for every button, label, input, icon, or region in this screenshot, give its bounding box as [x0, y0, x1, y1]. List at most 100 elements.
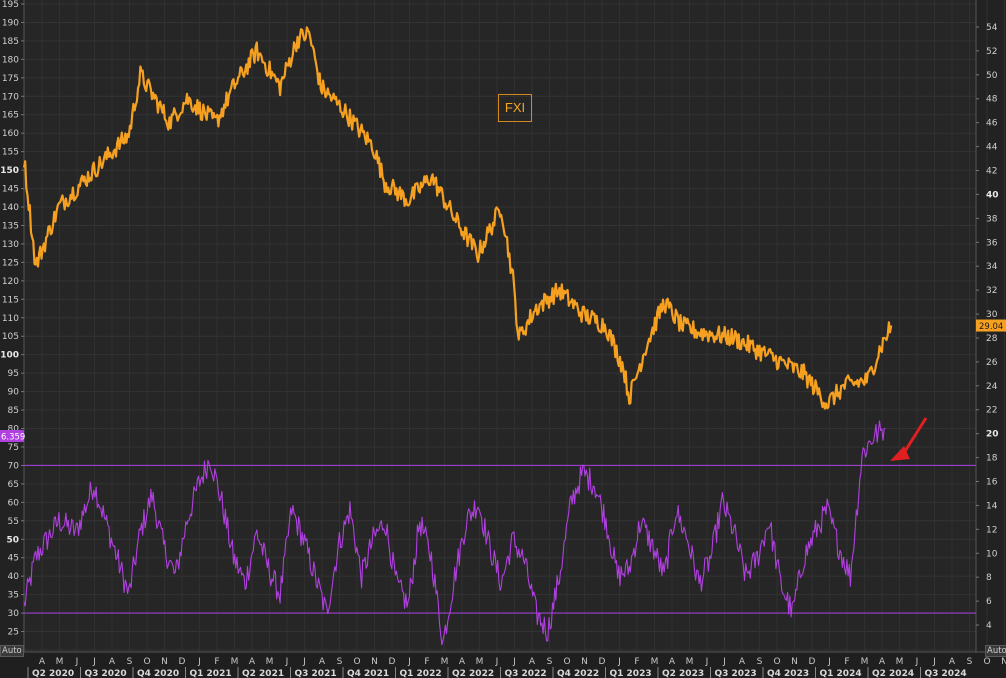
left-tick-label: 130: [2, 240, 19, 250]
left-tick-label: 150: [0, 166, 19, 176]
right-tick-label: 12: [986, 525, 997, 535]
month-label: S: [757, 657, 763, 667]
month-label: J: [915, 657, 919, 667]
month-label: J: [285, 657, 289, 667]
quarter-label: Q4 2022: [557, 669, 599, 678]
left-tick-label: 95: [8, 369, 19, 379]
left-tick-label: 135: [2, 221, 19, 231]
last-price-tag: 29.04: [979, 322, 1003, 332]
right-tick-label: 22: [986, 406, 997, 416]
left-tick-label: 160: [2, 129, 19, 139]
month-label: A: [949, 657, 956, 667]
month-label: N: [371, 657, 378, 667]
quarter-label: Q1 2021: [190, 669, 232, 678]
month-label: J: [92, 657, 96, 667]
left-tick-label: 190: [2, 18, 19, 28]
month-label: F: [214, 657, 219, 667]
left-axis: 2025303540455055606570758085909510010511…: [0, 0, 25, 656]
month-label: J: [617, 657, 621, 667]
fxi-series: [22, 26, 893, 410]
right-tick-label: 52: [986, 47, 997, 57]
right-tick-label: 4: [986, 621, 992, 631]
left-tick-label: 80: [8, 425, 20, 435]
month-label: A: [319, 657, 326, 667]
auto-scale-left-button[interactable]: Auto: [0, 645, 24, 657]
indicator-tag-bg: [0, 430, 24, 442]
right-tick-label: 54: [986, 23, 998, 33]
FXI-line: [22, 26, 893, 410]
month-label: M: [476, 657, 484, 667]
right-tick-label: 20: [986, 430, 999, 440]
left-tick-label: 170: [2, 92, 19, 102]
indicator-series: [23, 420, 886, 646]
month-label: A: [249, 657, 256, 667]
month-label: A: [109, 657, 116, 667]
left-tick-label: 75: [8, 443, 19, 453]
left-tick-label: 60: [8, 498, 20, 508]
month-label: J: [705, 657, 709, 667]
right-tick-label: 8: [986, 573, 992, 583]
right-tick-label: 10: [986, 549, 998, 559]
month-label: J: [75, 657, 79, 667]
quarter-label: Q3 2020: [85, 669, 127, 678]
month-label: J: [197, 657, 201, 667]
last-price-tag-bg: [976, 319, 1006, 332]
right-tick-label: 14: [986, 501, 998, 511]
month-label: O: [143, 657, 150, 667]
month-label: J: [407, 657, 411, 667]
month-label: J: [722, 657, 726, 667]
month-label: N: [161, 657, 168, 667]
month-label: A: [739, 657, 746, 667]
month-label: S: [127, 657, 133, 667]
right-tick-label: 6: [986, 597, 992, 607]
month-label: J: [827, 657, 831, 667]
legend-fxi[interactable]: FXI: [498, 94, 532, 122]
left-tick-label: 145: [2, 185, 19, 195]
quarter-label: Q2 2020: [32, 669, 74, 678]
right-axis: 4681012141618202224262830323436384042444…: [975, 0, 999, 652]
right-tick-label: 26: [986, 358, 998, 368]
quarter-label: Q4 2021: [347, 669, 389, 678]
month-label: D: [389, 657, 396, 667]
left-tick-label: 125: [2, 258, 19, 268]
left-tick-label: 180: [2, 55, 19, 65]
right-tick-label: 24: [986, 382, 998, 392]
left-tick-label: 175: [2, 74, 19, 84]
quarter-label: Q2 2022: [452, 669, 494, 678]
quarter-label: Q4 2023: [767, 669, 809, 678]
right-tick-label: 18: [986, 454, 998, 464]
indicator-tag: 6.359: [1, 433, 25, 443]
quarter-label: Q1 2023: [610, 669, 652, 678]
right-tick-label: 32: [986, 286, 997, 296]
month-label: N: [1001, 657, 1006, 667]
month-label: J: [302, 657, 306, 667]
arrow-shaft: [900, 417, 928, 457]
left-tick-label: 40: [8, 572, 20, 582]
month-label: D: [179, 657, 186, 667]
left-tick-label: 45: [8, 554, 19, 564]
left-tick-label: 90: [8, 388, 20, 398]
quarter-label: Q1 2022: [400, 669, 442, 678]
left-tick-label: 105: [2, 332, 19, 342]
month-label: M: [651, 657, 659, 667]
month-label: N: [581, 657, 588, 667]
month-label: O: [353, 657, 360, 667]
quarter-label: Q2 2021: [242, 669, 284, 678]
quarter-label: Q1 2024: [820, 669, 862, 678]
right-tick-label: 50: [986, 71, 998, 81]
quarter-label: Q3 2024: [925, 669, 967, 678]
month-label: N: [791, 657, 798, 667]
month-label: M: [266, 657, 274, 667]
left-tick-label: 100: [0, 351, 19, 361]
right-tick-label: 38: [986, 214, 998, 224]
quarter-label: Q3 2023: [715, 669, 757, 678]
month-label: J: [932, 657, 936, 667]
right-tick-label: 28: [986, 334, 998, 344]
auto-scale-right-button[interactable]: Auto: [985, 645, 1006, 657]
left-tick-label: 25: [8, 628, 19, 638]
left-tick-label: 165: [2, 111, 19, 121]
left-tick-label: 70: [8, 461, 20, 471]
month-label: A: [669, 657, 676, 667]
month-label: F: [424, 657, 429, 667]
